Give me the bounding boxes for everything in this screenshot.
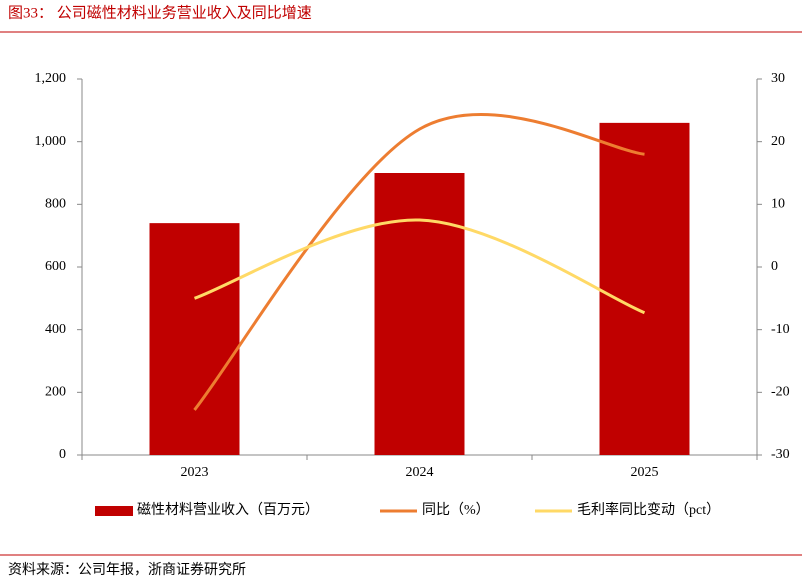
legend-label: 磁性材料营业收入（百万元） xyxy=(137,502,319,518)
x-tick-label: 2025 xyxy=(631,465,659,480)
x-tick-label: 2024 xyxy=(406,465,434,480)
chart-title: 图33： 公司磁性材料业务营业收入及同比增速 xyxy=(8,4,312,21)
y2-tick-label: 20 xyxy=(771,134,785,149)
legend-label: 同比（%） xyxy=(422,502,490,518)
y2-tick-label: 30 xyxy=(771,71,785,86)
legend-swatch xyxy=(95,506,133,516)
y-tick-label: 1,000 xyxy=(35,134,67,149)
bar xyxy=(149,223,240,455)
bar xyxy=(599,122,690,455)
legend-label: 毛利率同比变动（pct） xyxy=(577,501,720,518)
y-tick-label: 0 xyxy=(59,447,66,462)
y-tick-label: 800 xyxy=(45,197,66,212)
line xyxy=(194,218,646,315)
y-tick-label: 200 xyxy=(45,385,66,400)
y-tick-label: 1,200 xyxy=(35,71,67,86)
y2-tick-label: -20 xyxy=(771,385,790,400)
y2-tick-label: 10 xyxy=(771,197,785,212)
x-tick-label: 2023 xyxy=(181,465,209,480)
y2-tick-label: -10 xyxy=(771,322,790,337)
y-tick-label: 400 xyxy=(45,322,66,337)
y2-tick-label: 0 xyxy=(771,259,778,274)
source-note: 资料来源：公司年报，浙商证券研究所 xyxy=(8,562,246,578)
y-tick-label: 600 xyxy=(45,259,66,274)
line xyxy=(193,112,645,411)
bar xyxy=(374,173,465,455)
y2-tick-label: -30 xyxy=(771,447,790,462)
